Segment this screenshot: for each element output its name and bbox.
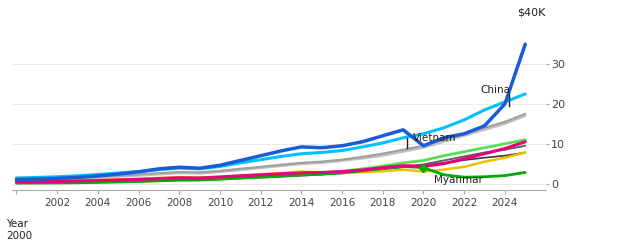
Text: Vietnam: Vietnam — [414, 133, 457, 143]
Text: $40K: $40K — [517, 8, 546, 18]
Text: Year
2000: Year 2000 — [6, 219, 32, 241]
Text: China: China — [480, 85, 510, 95]
Text: Myanmar: Myanmar — [433, 174, 482, 185]
